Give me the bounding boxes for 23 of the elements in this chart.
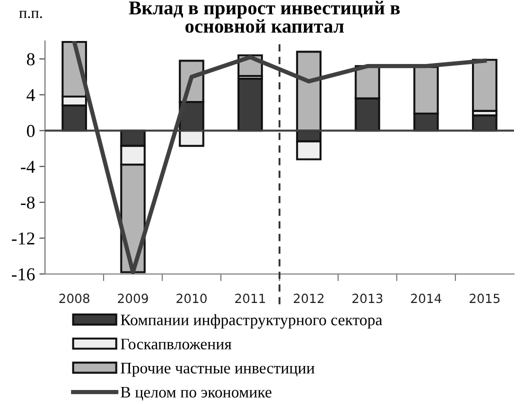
chart-title: Вклад в прирост инвестиций в основной капитал — [128, 0, 400, 33]
y-tick-label: 4 — [26, 89, 35, 102]
y-tick-label: 8 — [26, 53, 35, 66]
x-tick-label: 2012 — [294, 294, 324, 304]
x-tick-label: 2013 — [352, 294, 382, 304]
bar — [178, 130, 204, 147]
legend-label: В целом по экономике — [120, 386, 272, 400]
x-tick-label: 2011 — [235, 294, 265, 304]
bar — [296, 50, 322, 132]
x-tick-label: 2010 — [176, 294, 207, 304]
legend-label: Компании инфраструктурного сектора — [120, 314, 382, 329]
x-tick-label: 2008 — [59, 294, 90, 304]
y-tick-label: -12 — [12, 232, 34, 244]
x-tick-label: 2014 — [411, 294, 442, 304]
y-tick-label: 0 — [26, 124, 35, 138]
y-tick-label: -16 — [12, 268, 35, 280]
y-tick-label: -8 — [20, 196, 35, 209]
x-tick-label: 2009 — [118, 294, 148, 304]
y-tick-label: -4 — [20, 160, 35, 173]
x-tick-label: 2015 — [470, 294, 500, 304]
legend-label: Госкапвложения — [120, 338, 232, 350]
y-axis-title: п.п. — [19, 10, 42, 18]
legend-label: Прочие частные инвестиции — [120, 362, 314, 377]
